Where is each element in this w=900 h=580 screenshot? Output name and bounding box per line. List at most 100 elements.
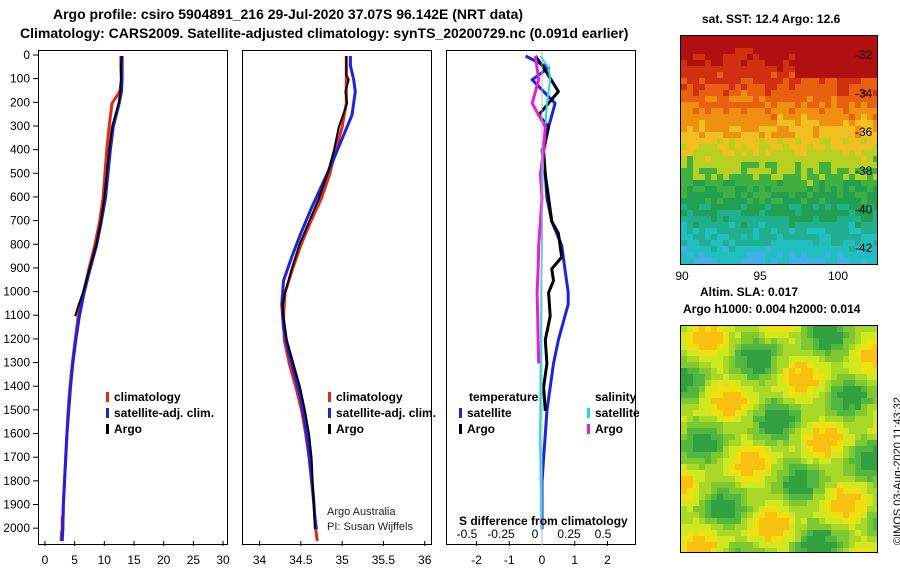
sla-cell — [747, 380, 753, 386]
sla-cell — [711, 446, 717, 452]
sst-cell — [705, 240, 711, 246]
sst-cell — [729, 150, 735, 156]
sst-cell — [711, 96, 717, 102]
sst-cell — [771, 102, 777, 108]
sst-cell — [849, 54, 855, 60]
sla-cell — [729, 530, 735, 536]
sla-cell — [855, 398, 861, 404]
sla-cell — [687, 476, 693, 482]
sla-cell — [849, 428, 855, 434]
sst-cell — [735, 246, 741, 252]
sla-cell — [795, 470, 801, 476]
sst-cell — [813, 204, 819, 210]
sst-cell — [723, 204, 729, 210]
sla-cell — [867, 524, 873, 530]
sla-cell — [723, 332, 729, 338]
sst-cell — [723, 246, 729, 252]
sla-cell — [735, 482, 741, 488]
sst-cell — [753, 96, 759, 102]
sla-cell — [837, 392, 843, 398]
sst-cell — [801, 60, 807, 66]
sla-cell — [705, 374, 711, 380]
sla-cell — [789, 422, 795, 428]
sst-cell — [813, 114, 819, 120]
sst-cell — [825, 36, 831, 42]
sst-cell — [807, 168, 813, 174]
sst-cell — [789, 234, 795, 240]
sla-cell — [867, 506, 873, 512]
sst-cell — [831, 186, 837, 192]
sst-cell — [873, 114, 877, 120]
sst-cell — [729, 60, 735, 66]
sst-cell — [759, 126, 765, 132]
sla-cell — [681, 386, 687, 392]
sla-cell — [795, 518, 801, 524]
sst-cell — [699, 36, 705, 42]
depth-tick-label: 1700 — [3, 450, 30, 464]
sst-cell — [705, 138, 711, 144]
sla-cell — [729, 338, 735, 344]
sst-cell — [849, 204, 855, 210]
sst-map[interactable] — [680, 35, 878, 265]
sst-cell — [807, 150, 813, 156]
sst-cell — [855, 108, 861, 114]
sst-cell — [717, 174, 723, 180]
sla-cell — [795, 512, 801, 518]
sla-cell — [705, 344, 711, 350]
sla-cell — [735, 530, 741, 536]
sst-cell — [873, 54, 877, 60]
sla-cell — [723, 530, 729, 536]
sla-cell — [843, 362, 849, 368]
sst-cell — [849, 162, 855, 168]
sst-cell — [819, 102, 825, 108]
sst-cell — [801, 216, 807, 222]
sst-cell — [717, 264, 723, 265]
sla-cell — [699, 350, 705, 356]
sla-cell — [825, 374, 831, 380]
sst-cell — [783, 120, 789, 126]
sla-cell — [729, 386, 735, 392]
sst-cell — [783, 156, 789, 162]
sla-cell — [771, 518, 777, 524]
sla-cell — [867, 470, 873, 476]
sla-cell — [801, 404, 807, 410]
sla-map[interactable] — [680, 325, 878, 553]
sst-cell — [843, 252, 849, 258]
sst-cell — [837, 132, 843, 138]
sst-cell — [723, 36, 729, 42]
sst-cell — [759, 150, 765, 156]
sst-cell — [759, 258, 765, 264]
sla-cell — [855, 482, 861, 488]
argo-swatch — [328, 424, 331, 434]
sla-cell — [711, 476, 717, 482]
sst-cell — [825, 60, 831, 66]
sst-cell — [861, 84, 867, 90]
sst-cell — [819, 84, 825, 90]
sst-cell — [813, 108, 819, 114]
sla-cell — [861, 404, 867, 410]
sla-cell — [837, 548, 843, 552]
sla-cell — [693, 440, 699, 446]
sst-cell — [729, 162, 735, 168]
sst-cell — [789, 150, 795, 156]
sst-cell — [831, 258, 837, 264]
sst-cell — [831, 216, 837, 222]
sst-cell — [681, 42, 687, 48]
sla-cell — [705, 512, 711, 518]
sst-cell — [693, 138, 699, 144]
sst-cell — [771, 114, 777, 120]
sst-cell — [783, 42, 789, 48]
sst-cell — [771, 126, 777, 132]
sst-cell — [723, 90, 729, 96]
sla-cell — [753, 542, 759, 548]
sla-cell — [831, 476, 837, 482]
sst-cell — [729, 210, 735, 216]
series-line-climatology — [282, 56, 348, 542]
sst-cell — [765, 234, 771, 240]
sst-cell — [699, 156, 705, 162]
sst-cell — [771, 120, 777, 126]
sst-cell — [765, 198, 771, 204]
x-tick-label: 2 — [604, 553, 611, 567]
sla-cell — [747, 386, 753, 392]
sla-cell — [861, 332, 867, 338]
